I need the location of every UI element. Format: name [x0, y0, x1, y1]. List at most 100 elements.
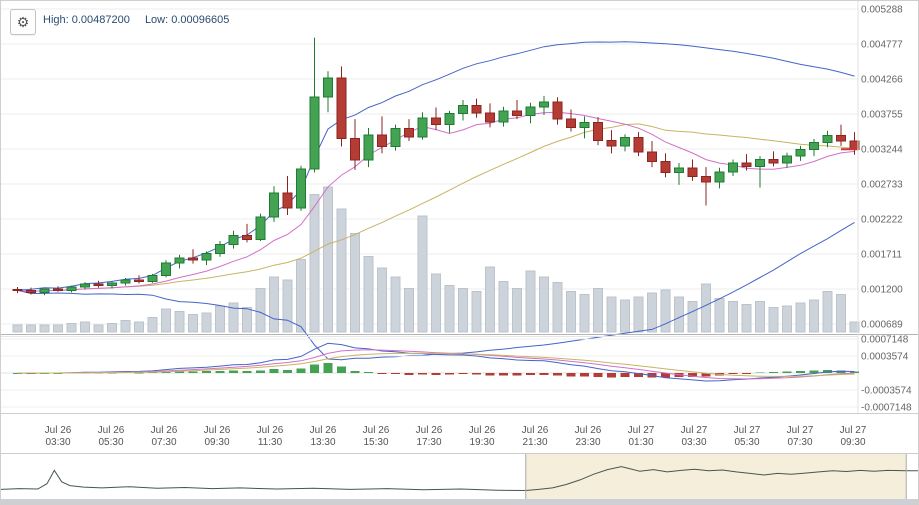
candle-body — [566, 118, 576, 128]
candle-body — [107, 282, 117, 287]
price-axis-label: 0.005288 — [861, 5, 903, 16]
candle-body — [161, 262, 171, 276]
sma-slow-line — [17, 123, 855, 292]
macd-histogram — [13, 362, 859, 378]
x-axis-labels: Jul 26 03:30 Jul 26 05:30 Jul 26 07:30 Jul 26 0… — [45, 425, 867, 448]
volume-series — [12, 186, 860, 333]
macd-axis-label: 0.0003574 — [861, 352, 909, 363]
x-axis-label: Jul 26 19:30 — [469, 425, 496, 448]
macd-axis-label: 0.0007148 — [861, 335, 909, 346]
candle-body — [647, 151, 657, 163]
candle-body — [53, 288, 63, 291]
candle-series[interactable] — [12, 37, 860, 296]
candle-body — [282, 192, 293, 209]
x-axis-label: Jul 27 09:30 — [840, 425, 867, 448]
candle-body — [620, 137, 630, 147]
x-axis-label: Jul 26 11:30 — [257, 425, 284, 448]
candle-body — [323, 77, 333, 98]
candle-body — [215, 243, 225, 254]
candle-body — [12, 289, 23, 292]
candle-body — [741, 162, 752, 167]
candle-body — [512, 110, 522, 117]
candle-body — [431, 117, 441, 126]
price-axis-label: 0.001711 — [861, 250, 902, 261]
candle-body — [755, 159, 765, 167]
bottom-scrollbar[interactable] — [1, 499, 919, 505]
candle-body — [525, 106, 536, 117]
candle-body — [728, 162, 738, 173]
candle-body — [350, 137, 360, 161]
high-low-readout: High: 0.00487200 Low: 0.00096605 — [43, 14, 241, 26]
settings-button[interactable]: ⚙ — [10, 9, 36, 35]
navigator[interactable] — [1, 453, 919, 500]
candle-body — [255, 216, 266, 241]
candle-body — [147, 274, 158, 282]
candle-body — [471, 104, 482, 114]
x-axis-label: Jul 26 09:30 — [204, 425, 231, 448]
x-axis-label: Jul 27 03:30 — [681, 425, 708, 448]
price-axis-label: 0.002222 — [861, 215, 903, 226]
x-axis-label: Jul 26 21:30 — [522, 425, 549, 448]
x-axis-label: Jul 26 05:30 — [98, 425, 125, 448]
price-axis-labels: 0.005288 0.004777 0.004266 0.003755 0.003244… — [861, 5, 903, 331]
candle-body — [674, 167, 684, 174]
navigator-selection[interactable] — [525, 454, 907, 499]
high-value: 0.00487200 — [71, 14, 130, 26]
price-axis-label: 0.000689 — [861, 320, 903, 331]
candle-body — [498, 110, 509, 123]
high-label: High: — [43, 14, 69, 26]
price-axis-label: 0.004266 — [861, 75, 903, 86]
candle-body — [269, 192, 279, 218]
candle-body — [242, 235, 252, 241]
candle-body — [782, 155, 792, 164]
candle-body — [768, 159, 779, 164]
candle-body — [809, 141, 819, 150]
candle-body — [26, 289, 36, 293]
macd-grid-lines: 0.0007148 0.0003574 -0.0003574 -0.0007148 — [1, 335, 912, 414]
candle-body — [552, 101, 563, 120]
x-axis-label: Jul 26 07:30 — [151, 425, 178, 448]
macd-slow-signal-line — [17, 352, 855, 377]
candle-body — [444, 113, 455, 126]
candle-body — [822, 135, 833, 143]
candle-body — [539, 101, 549, 108]
candle-body — [633, 137, 644, 153]
candle-body — [485, 112, 495, 123]
candle-body — [120, 279, 131, 284]
x-axis-label: Jul 26 15:30 — [363, 425, 390, 448]
x-axis-label: Jul 26 03:30 — [45, 425, 72, 448]
bollinger-upper-line — [17, 41, 855, 291]
candle-body — [363, 134, 374, 161]
x-axis-label: Jul 27 05:30 — [734, 425, 761, 448]
x-axis-label: Jul 27 01:30 — [628, 425, 655, 448]
macd-axis-label: -0.0007148 — [861, 403, 912, 414]
candle-body — [93, 283, 104, 287]
macd-line — [17, 342, 855, 382]
x-axis-label: Jul 26 13:30 — [310, 425, 337, 448]
price-axis-label: 0.003755 — [861, 110, 903, 121]
x-axis-label: Jul 26 17:30 — [416, 425, 443, 448]
candle-body — [336, 77, 347, 139]
candle-body — [579, 122, 590, 128]
candle-body — [174, 257, 185, 264]
navigator-line — [1, 466, 918, 492]
candle-body — [390, 128, 401, 148]
candle-body — [134, 279, 144, 282]
macd-axis-label: -0.0003574 — [861, 386, 912, 397]
candle-body — [80, 283, 90, 288]
candle-body — [593, 122, 603, 141]
candle-body — [201, 252, 212, 261]
price-axis-label: 0.002733 — [861, 180, 903, 191]
candle-body — [39, 288, 50, 293]
candle-body — [309, 96, 320, 170]
candle-body — [714, 171, 725, 183]
x-axis-label: Jul 27 07:30 — [787, 425, 814, 448]
candle-body — [687, 167, 698, 178]
candle-body — [606, 139, 617, 147]
candle-body — [404, 128, 414, 138]
gear-icon: ⚙ — [16, 14, 30, 30]
candle-body — [660, 161, 671, 174]
candle-body — [458, 104, 468, 115]
candle-body — [836, 135, 846, 142]
